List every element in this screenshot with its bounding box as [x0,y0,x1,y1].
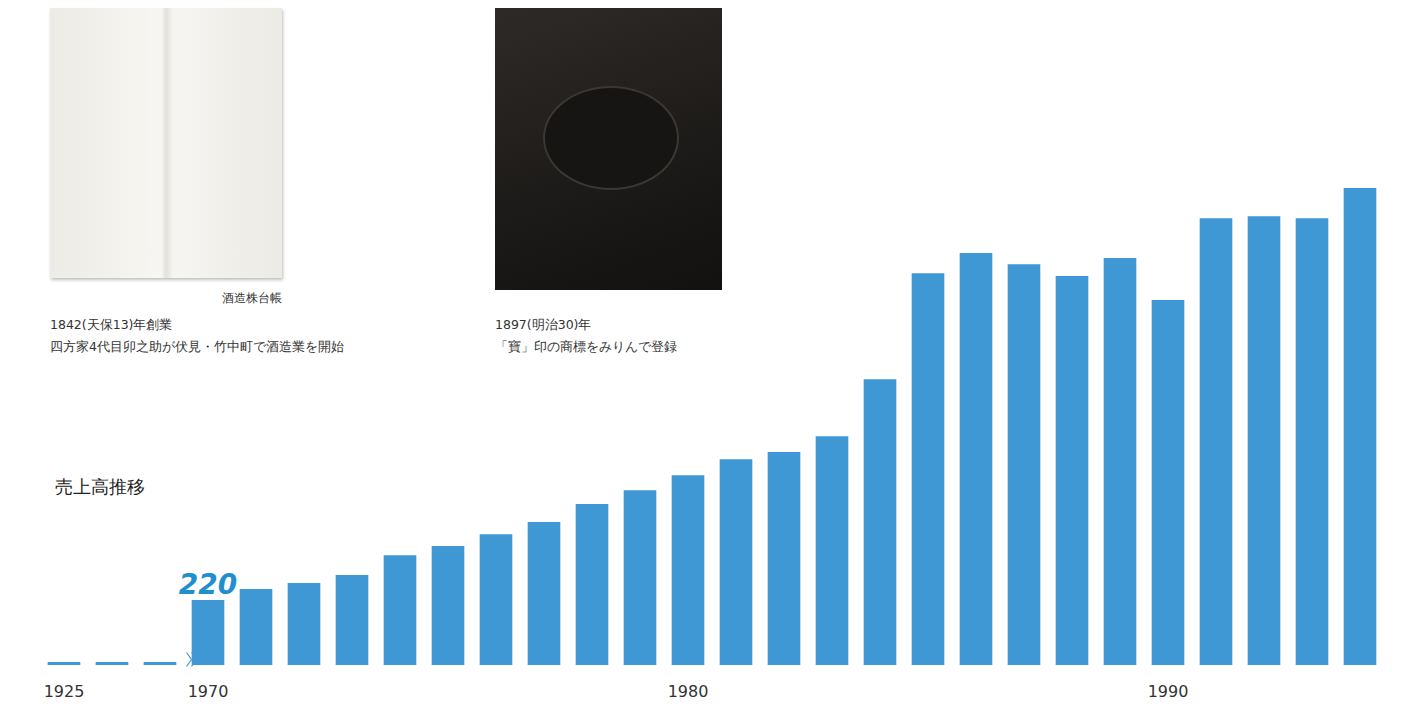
svg-text:220: 220 [179,568,237,601]
html-text:1897(明治30)年: 1897(明治30)年 [495,317,592,332]
svg-text:1925: 1925 [44,682,85,701]
svg-text:1990: 1990 [1148,682,1189,701]
svg-text:1980: 1980 [668,682,709,701]
html-text:1842(天保13)年創業: 1842(天保13)年創業 [50,317,173,332]
svg-text:1970: 1970 [188,682,229,701]
html-text:四方家4代目卯之助が伏見・竹中町で酒造業を開始: 四方家4代目卯之助が伏見・竹中町で酒造業を開始 [50,339,344,354]
html-text:酒造株台帳: 酒造株台帳 [222,291,282,305]
svg-text:売上高推移: 売上高推移 [55,476,145,497]
html-text:「寶」印の商標をみりんで登録: 「寶」印の商標をみりんで登録 [495,339,677,354]
